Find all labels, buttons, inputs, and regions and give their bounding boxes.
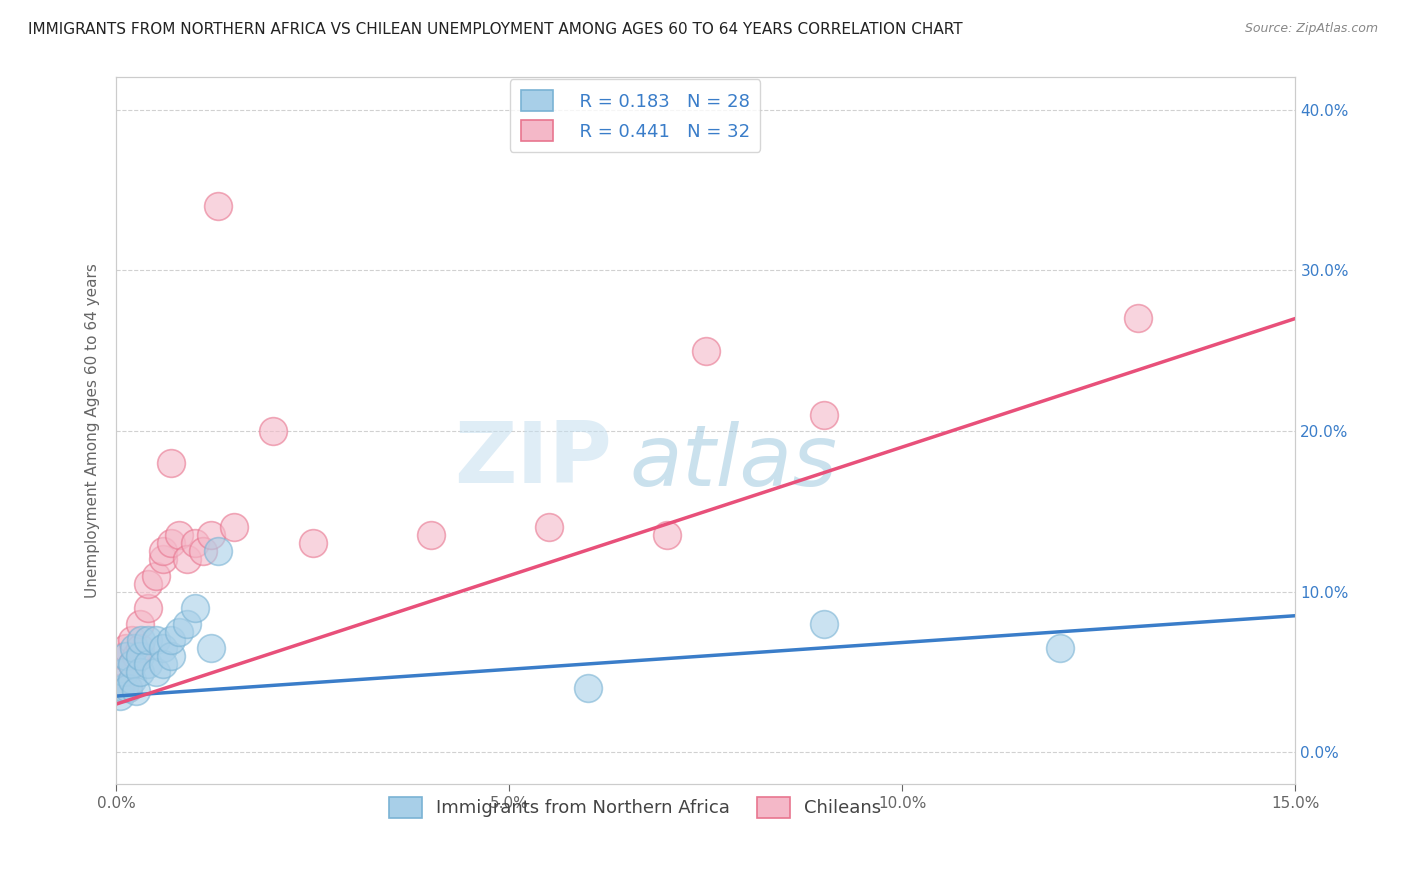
Point xyxy=(114,640,136,655)
Point xyxy=(122,640,145,655)
Point xyxy=(655,528,678,542)
Point xyxy=(537,520,560,534)
Point xyxy=(160,648,183,663)
Point xyxy=(121,657,143,671)
Point xyxy=(136,657,159,671)
Text: atlas: atlas xyxy=(630,421,837,504)
Point xyxy=(207,199,229,213)
Point xyxy=(176,616,198,631)
Point xyxy=(191,544,214,558)
Point xyxy=(121,632,143,647)
Point xyxy=(160,632,183,647)
Point xyxy=(176,552,198,566)
Point xyxy=(112,681,135,695)
Y-axis label: Unemployment Among Ages 60 to 64 years: Unemployment Among Ages 60 to 64 years xyxy=(86,263,100,599)
Point xyxy=(1128,311,1150,326)
Point xyxy=(112,665,135,679)
Point xyxy=(145,665,167,679)
Point xyxy=(184,536,207,550)
Point xyxy=(112,648,135,663)
Point xyxy=(125,648,148,663)
Point xyxy=(114,648,136,663)
Point xyxy=(145,632,167,647)
Point xyxy=(200,640,222,655)
Point xyxy=(184,600,207,615)
Point xyxy=(152,552,174,566)
Point xyxy=(200,528,222,542)
Point xyxy=(419,528,441,542)
Point xyxy=(117,681,139,695)
Point xyxy=(224,520,246,534)
Point xyxy=(128,648,150,663)
Point xyxy=(128,665,150,679)
Point xyxy=(152,544,174,558)
Point xyxy=(576,681,599,695)
Point xyxy=(167,528,190,542)
Point xyxy=(813,408,835,422)
Point xyxy=(112,665,135,679)
Point xyxy=(145,568,167,582)
Point xyxy=(108,681,131,695)
Point xyxy=(136,600,159,615)
Point xyxy=(695,343,717,358)
Point xyxy=(301,536,323,550)
Point xyxy=(813,616,835,631)
Point xyxy=(108,689,131,703)
Point xyxy=(160,456,183,470)
Point xyxy=(121,657,143,671)
Point xyxy=(128,616,150,631)
Point xyxy=(152,640,174,655)
Point xyxy=(136,632,159,647)
Point xyxy=(207,544,229,558)
Text: ZIP: ZIP xyxy=(454,417,612,500)
Point xyxy=(136,576,159,591)
Legend: Immigrants from Northern Africa, Chileans: Immigrants from Northern Africa, Chilean… xyxy=(382,789,889,825)
Point xyxy=(128,640,150,655)
Point xyxy=(1049,640,1071,655)
Point xyxy=(117,681,139,695)
Point xyxy=(121,673,143,687)
Point xyxy=(263,424,285,438)
Point xyxy=(167,624,190,639)
Point xyxy=(125,684,148,698)
Text: Source: ZipAtlas.com: Source: ZipAtlas.com xyxy=(1244,22,1378,36)
Point xyxy=(152,657,174,671)
Point xyxy=(160,536,183,550)
Text: IMMIGRANTS FROM NORTHERN AFRICA VS CHILEAN UNEMPLOYMENT AMONG AGES 60 TO 64 YEAR: IMMIGRANTS FROM NORTHERN AFRICA VS CHILE… xyxy=(28,22,963,37)
Point xyxy=(131,632,153,647)
